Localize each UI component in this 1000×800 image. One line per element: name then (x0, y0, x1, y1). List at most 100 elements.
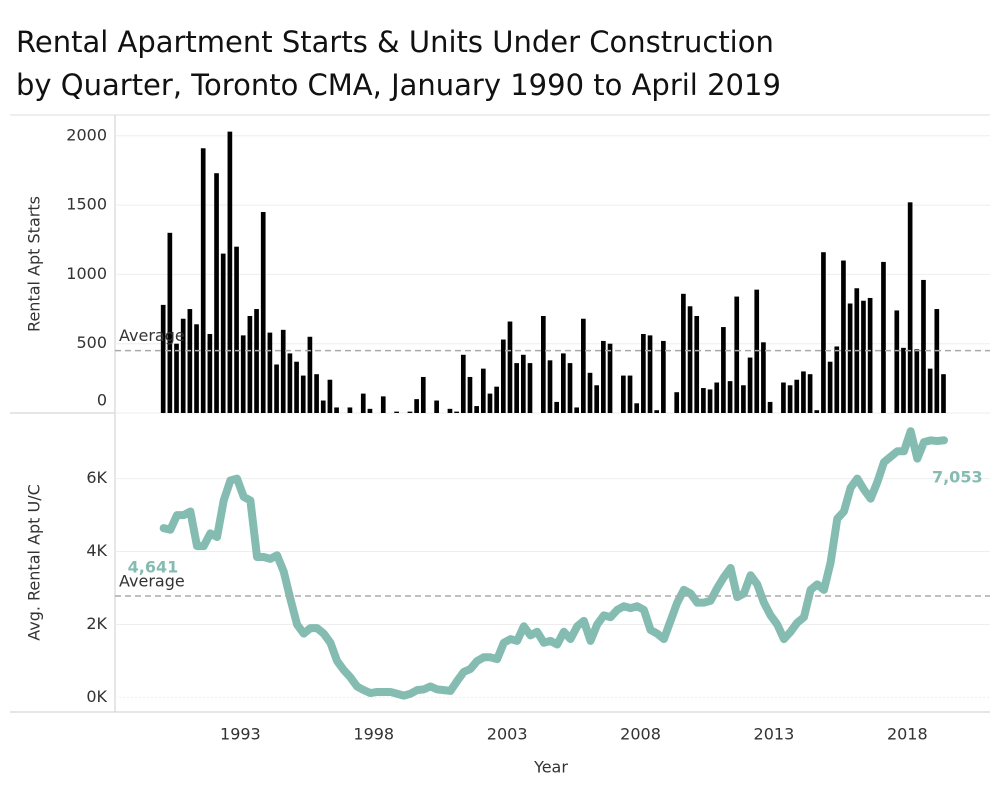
bar (894, 310, 900, 413)
bar (407, 411, 413, 413)
bar (520, 354, 526, 413)
bar (927, 368, 933, 413)
y-axis-title: Avg. Rental Apt U/C (25, 484, 44, 641)
bar (801, 371, 806, 413)
bar (220, 253, 226, 413)
bar (741, 385, 746, 413)
bar (727, 381, 733, 413)
bar (681, 293, 686, 413)
bar (634, 403, 640, 413)
data-label: 4,641 (128, 558, 179, 577)
bar (574, 407, 580, 413)
bar (701, 388, 706, 413)
bar (547, 360, 553, 413)
y-tick-label: 0 (97, 391, 107, 410)
bar (327, 379, 333, 413)
chart-title: Rental Apartment Starts & Units Under Co… (16, 25, 774, 59)
bar (867, 297, 873, 413)
bar (734, 296, 740, 413)
bar (921, 279, 926, 413)
bar (907, 202, 913, 413)
bar (901, 347, 906, 413)
y-tick-label: 0K (86, 687, 107, 706)
bar (414, 399, 419, 413)
bar (527, 363, 533, 413)
bar (794, 379, 800, 413)
bar (941, 374, 946, 413)
bar (360, 393, 366, 413)
bar (474, 406, 479, 413)
x-tick-label: 2013 (754, 725, 795, 744)
bar (601, 340, 606, 413)
bar (834, 346, 840, 413)
bar (561, 353, 566, 413)
bar (174, 343, 179, 413)
bar (274, 364, 279, 413)
average-label: Average (119, 326, 185, 345)
bar (480, 368, 486, 413)
bar (227, 131, 233, 413)
bar (747, 357, 753, 413)
bar (187, 309, 193, 413)
bar (540, 315, 546, 413)
bar (494, 386, 499, 413)
bar (214, 173, 219, 413)
chart-title: by Quarter, Toronto CMA, January 1990 to… (16, 68, 781, 102)
bar (287, 353, 293, 413)
bar (334, 407, 339, 413)
bar (787, 385, 793, 413)
x-tick-label: 2003 (487, 725, 528, 744)
bar (254, 309, 259, 413)
bar (367, 408, 373, 413)
bar (721, 327, 726, 413)
bar (194, 324, 199, 413)
bar (847, 303, 853, 413)
bar (467, 376, 473, 413)
bar (434, 400, 439, 413)
x-axis-title: Year (533, 758, 568, 777)
bar (661, 340, 666, 413)
bar (460, 354, 466, 413)
y-axis-title: Rental Apt Starts (25, 196, 44, 332)
x-tick-label: 2008 (620, 725, 661, 744)
bar (827, 361, 833, 413)
bar (694, 315, 700, 413)
bar (260, 212, 266, 413)
bar (761, 342, 766, 413)
bar (454, 411, 459, 413)
bar (294, 361, 299, 413)
bar (180, 318, 186, 413)
bar (514, 363, 519, 413)
bar (300, 375, 306, 413)
bar (654, 410, 660, 413)
bar (200, 148, 206, 413)
bar (507, 321, 513, 413)
bar (641, 333, 646, 413)
bar (280, 329, 286, 413)
y-tick-label: 4K (86, 541, 107, 560)
bar (607, 343, 613, 413)
bar (554, 401, 560, 413)
bar (821, 252, 826, 413)
average-label: Average (119, 572, 185, 591)
x-tick-label: 2018 (887, 725, 928, 744)
bar (314, 374, 319, 413)
bar (167, 232, 173, 413)
bar (487, 393, 493, 413)
y-tick-label: 6K (86, 468, 107, 487)
bar (621, 375, 626, 413)
bar (934, 309, 940, 413)
bar (814, 410, 820, 413)
y-tick-label: 2K (86, 614, 107, 633)
bar (861, 300, 866, 413)
bar (687, 306, 693, 413)
bar (807, 374, 813, 413)
y-tick-label: 1000 (66, 264, 107, 283)
bar (160, 304, 166, 413)
x-tick-label: 1993 (220, 725, 261, 744)
bar (234, 246, 239, 413)
bar (567, 363, 573, 413)
bar (581, 318, 586, 413)
y-tick-label: 2000 (66, 125, 107, 144)
